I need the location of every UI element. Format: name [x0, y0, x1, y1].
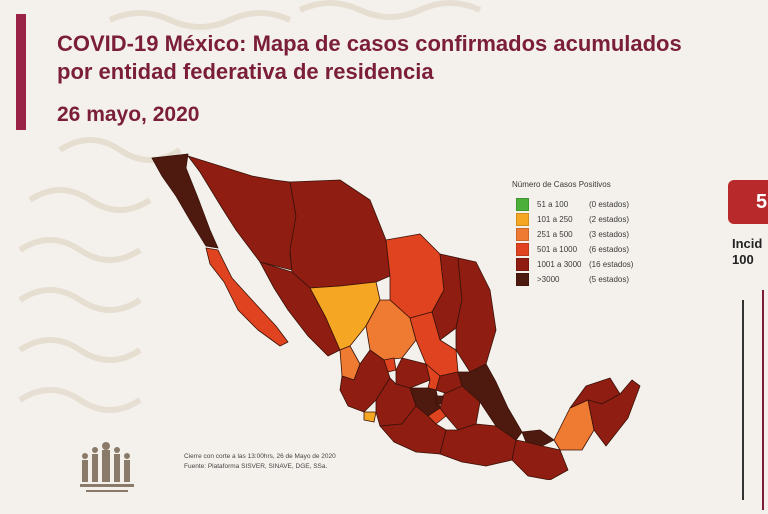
side-panel-divider: [762, 290, 764, 510]
legend-title: Número de Casos Positivos: [512, 180, 611, 189]
legend-swatch: [516, 213, 529, 226]
legend-count: (5 estados): [589, 275, 630, 284]
page-title: COVID-19 México: Mapa de casos confirmad…: [57, 30, 767, 86]
title-line-1: COVID-19 México: Mapa de casos confirmad…: [57, 31, 682, 56]
legend-count: (0 estados): [589, 200, 630, 209]
legend-count: (6 estados): [589, 245, 630, 254]
state-quintana-roo: [587, 379, 641, 447]
legend-item: 501 a 1000 (6 estados): [516, 242, 702, 257]
report-date: 26 mayo, 2020: [57, 103, 200, 126]
state-baja-california-sur: [205, 247, 289, 347]
side-panel-frame: [742, 300, 768, 500]
legend-item: 51 a 100 (0 estados): [516, 197, 702, 212]
state-tabasco: [521, 429, 555, 447]
legend-swatch: [516, 198, 529, 211]
title-line-2: por entidad federativa de residencia: [57, 59, 434, 84]
government-logo-icon: [80, 442, 134, 492]
legend-count: (16 estados): [589, 260, 634, 269]
incidence-label-line-1: Incid: [732, 236, 763, 251]
legend: Número de Casos Positivos 51 a 100 (0 es…: [512, 180, 702, 287]
state-baja-california: [151, 153, 219, 249]
state-chiapas: [511, 439, 569, 480]
state-guerrero: [379, 405, 447, 455]
legend-item: >3000 (5 estados): [516, 272, 702, 287]
state-sonora: [187, 155, 297, 271]
accent-bar: [16, 14, 26, 130]
state-chihuahua: [289, 179, 391, 289]
mexico-map: [151, 153, 641, 480]
legend-range: 251 a 500: [537, 230, 573, 239]
incidence-label: Incid 100: [732, 236, 768, 268]
incidence-label-line-2: 100: [732, 252, 754, 267]
legend-range: 501 a 1000: [537, 245, 578, 254]
legend-range: 101 a 250: [537, 215, 573, 224]
state-sinaloa: [259, 261, 341, 357]
legend-range: 51 a 100: [537, 200, 569, 209]
legend-count: (2 estados): [589, 215, 630, 224]
legend-item: 251 a 500 (3 estados): [516, 227, 702, 242]
legend-swatch: [516, 258, 529, 271]
source-note-line-2: Fuente: Plataforma SISVER, SINAVE, DGE, …: [184, 463, 328, 470]
legend-range: >3000: [537, 275, 560, 284]
state-campeche: [553, 399, 595, 451]
state-tamaulipas: [455, 257, 497, 373]
legend-swatch: [516, 273, 529, 286]
source-note: Cierre con corte a las 13:00hrs, 26 de M…: [184, 452, 336, 472]
source-note-line-1: Cierre con corte a las 13:00hrs, 26 de M…: [184, 453, 336, 460]
legend-item: 1001 a 3000 (16 estados): [516, 257, 702, 272]
legend-range: 1001 a 3000: [537, 260, 582, 269]
legend-swatch: [516, 243, 529, 256]
incidence-badge: 5: [728, 180, 768, 224]
legend-item: 101 a 250 (2 estados): [516, 212, 702, 227]
state-colima: [363, 411, 377, 423]
legend-count: (3 estados): [589, 230, 630, 239]
state-guanajuato: [395, 357, 431, 389]
legend-swatch: [516, 228, 529, 241]
